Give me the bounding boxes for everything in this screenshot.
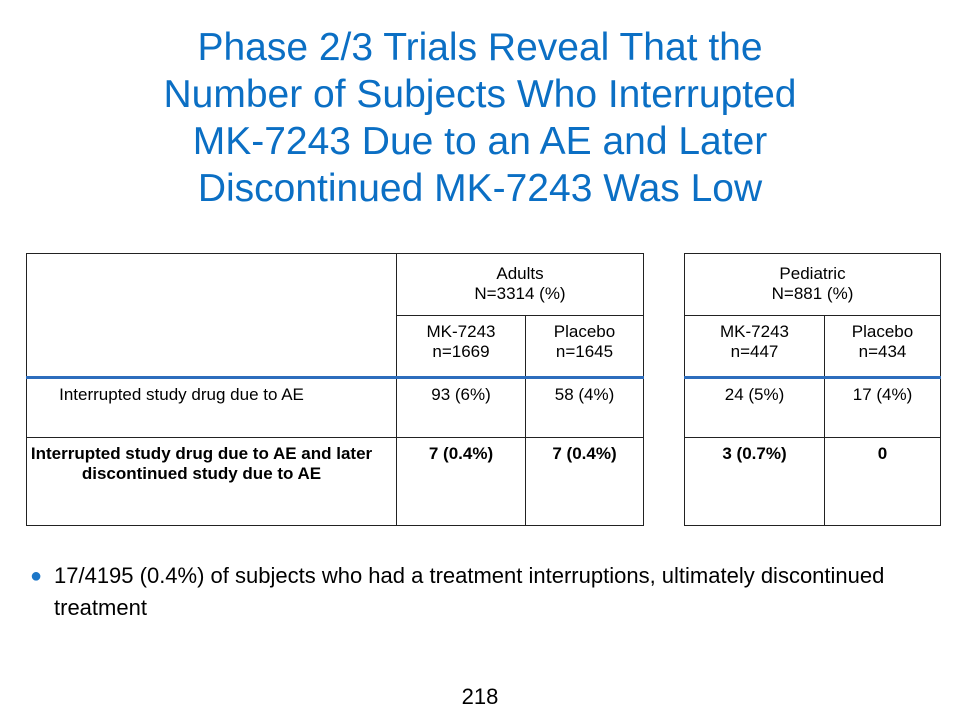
title-line: Number of Subjects Who Interrupted <box>163 73 797 116</box>
slide-title: Phase 2/3 Trials Reveal That the Number … <box>40 24 920 212</box>
arm-n: n=434 <box>858 342 907 361</box>
table-cell: 0 <box>824 437 941 526</box>
table-cell: 7 (0.4%) <box>396 437 526 526</box>
blank-header-cell <box>26 253 397 379</box>
table-cell: 17 (4%) <box>824 377 941 438</box>
table-cell: 3 (0.7%) <box>684 437 825 526</box>
group-header-adults: Adults N=3314 (%) <box>396 253 644 316</box>
arm-name: Placebo <box>553 322 616 341</box>
arm-name: MK-7243 <box>426 322 496 341</box>
row-label: Interrupted study drug due to AE and lat… <box>26 437 397 526</box>
group-count: N=881 (%) <box>771 284 854 303</box>
table-cell: 93 (6%) <box>396 377 526 438</box>
subheader-cell: Placebo n=1645 <box>525 315 644 379</box>
bullet-dot-icon: ● <box>30 565 43 587</box>
group-header-row: Adults N=3314 (%) Pediatric N=881 (%) <box>26 253 941 379</box>
group-count: N=3314 (%) <box>474 284 566 303</box>
arm-n: n=1645 <box>555 342 614 361</box>
group-name: Pediatric <box>779 264 846 283</box>
row-label: Interrupted study drug due to AE <box>26 377 397 438</box>
table-cell: 58 (4%) <box>525 377 644 438</box>
table-row: Interrupted study drug due to AE and lat… <box>26 437 941 526</box>
group-name: Adults <box>496 264 544 283</box>
arm-name: MK-7243 <box>720 322 789 341</box>
column-gap <box>644 254 685 526</box>
subheader-cell: MK-7243 n=1669 <box>396 315 526 379</box>
title-line: Phase 2/3 Trials Reveal That the <box>197 26 763 69</box>
arm-n: n=1669 <box>432 342 490 361</box>
subheader-row: MK-7243 n=1669 Placebo n=1645 MK-7243 n=… <box>27 315 941 379</box>
group-header-pediatric: Pediatric N=881 (%) <box>684 253 941 316</box>
title-line: Discontinued MK-7243 Was Low <box>197 167 763 210</box>
arm-name: Placebo <box>851 322 914 341</box>
subheader-cell: MK-7243 n=447 <box>684 315 825 379</box>
table-row: Interrupted study drug due to AE 93 (6%)… <box>26 377 941 438</box>
bullet-point: ● 17/4195 (0.4%) of subjects who had a t… <box>30 560 940 624</box>
subheader-cell: Placebo n=434 <box>824 315 941 379</box>
arm-n: n=447 <box>730 342 779 361</box>
bullet-text: 17/4195 (0.4%) of subjects who had a tre… <box>54 563 885 620</box>
table-cell: 7 (0.4%) <box>525 437 644 526</box>
results-table: Adults N=3314 (%) Pediatric N=881 (%) MK… <box>26 253 941 526</box>
title-line: MK-7243 Due to an AE and Later <box>192 120 768 163</box>
page-number: 218 <box>461 684 499 709</box>
table-cell: 24 (5%) <box>684 377 825 438</box>
